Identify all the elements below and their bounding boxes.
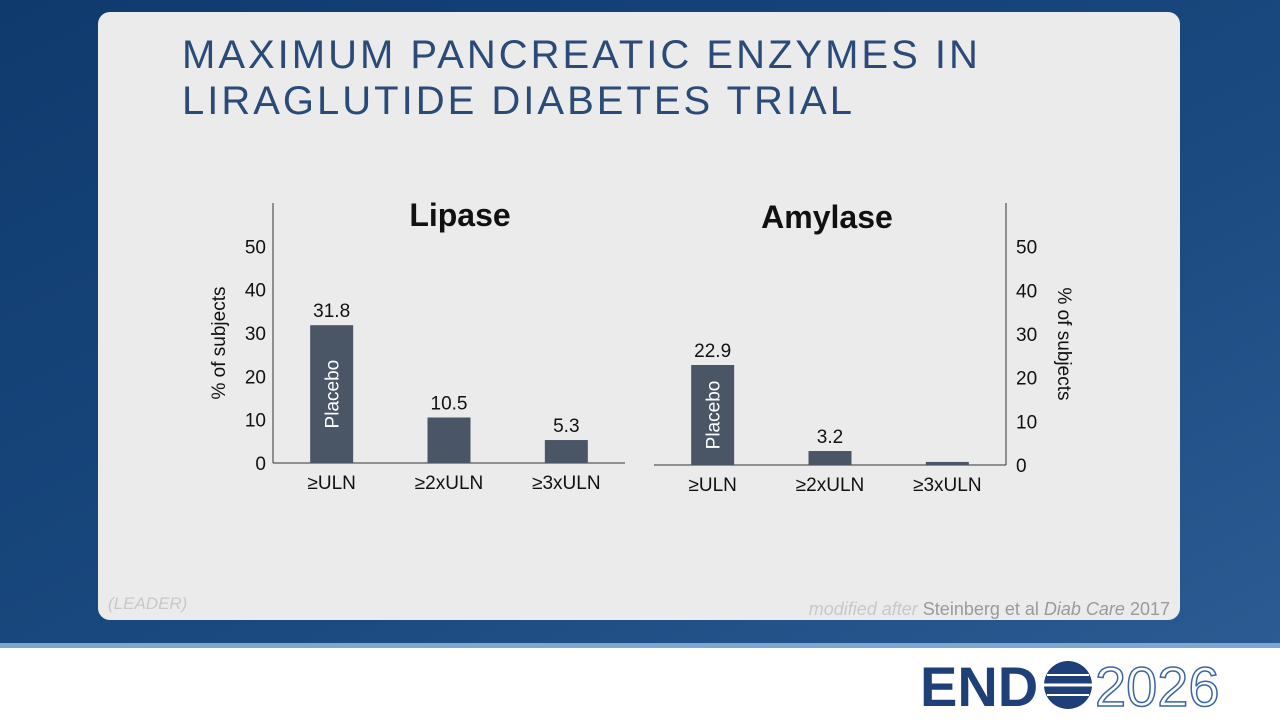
logo-year: 2026 <box>1095 655 1220 718</box>
slide-title: LIRAGLUTIDE DIABETES TRIAL <box>182 79 855 123</box>
bar <box>691 365 735 465</box>
citation-year: 2017 <box>1130 599 1170 619</box>
data-label: 22.9 <box>694 341 731 362</box>
bar-annotation: Placebo <box>704 381 725 450</box>
bar <box>427 417 471 463</box>
y-tick-label: 50 <box>1016 238 1037 259</box>
logo-text: END <box>920 655 1038 718</box>
bar <box>925 461 969 465</box>
footer-line <box>0 643 1280 648</box>
data-label: 5.3 <box>553 416 579 437</box>
content-panel <box>98 12 1180 620</box>
bar <box>544 440 588 463</box>
x-tick-label: ≥2xULN <box>415 473 484 494</box>
data-label: 31.8 <box>313 301 350 322</box>
citation-journal: Diab Care <box>1044 599 1125 619</box>
x-tick-label: ≥ULN <box>307 473 355 494</box>
y-tick-label: 40 <box>245 281 266 302</box>
y-tick-label: 20 <box>1016 369 1037 390</box>
y-tick-label: 50 <box>245 237 266 258</box>
citation-authors: Steinberg et al <box>923 599 1039 619</box>
y-tick-label: 10 <box>1016 412 1037 433</box>
bar-annotation: Placebo <box>323 360 344 429</box>
study-name: (LEADER) <box>108 594 187 613</box>
y-tick-label: 30 <box>1016 325 1037 346</box>
logo-globe <box>1044 661 1092 709</box>
bar <box>310 325 354 463</box>
data-label: 10.5 <box>431 394 468 415</box>
bar <box>808 451 852 465</box>
y-axis-label: % of subjects <box>209 287 230 400</box>
x-tick-label: ≥3xULN <box>532 473 601 494</box>
y-tick-label: 0 <box>255 454 266 475</box>
chart-title: Amylase <box>761 199 893 235</box>
y-tick-label: 0 <box>1016 456 1027 477</box>
chart-title: Lipase <box>409 197 510 233</box>
charts: Lipase 0 10 20 30 40 50 % of subjects 31.8 ≥ULN Pl… <box>209 197 1074 496</box>
y-tick-label: 10 <box>245 411 266 432</box>
x-tick-label: ≥ULN <box>688 475 736 496</box>
x-tick-label: ≥2xULN <box>796 475 865 496</box>
slide-title: MAXIMUM PANCREATIC ENZYMES IN <box>182 33 981 77</box>
citation-prefix: modified after <box>809 599 919 619</box>
y-tick-label: 20 <box>245 367 266 388</box>
data-label: 3.2 <box>817 427 843 448</box>
y-axis-label: % of subjects <box>1053 288 1074 401</box>
y-tick-label: 40 <box>1016 281 1037 302</box>
y-tick-label: 30 <box>245 324 266 345</box>
citation: modified after Steinberg et al Diab Care… <box>809 599 1170 619</box>
x-tick-label: ≥3xULN <box>913 475 982 496</box>
